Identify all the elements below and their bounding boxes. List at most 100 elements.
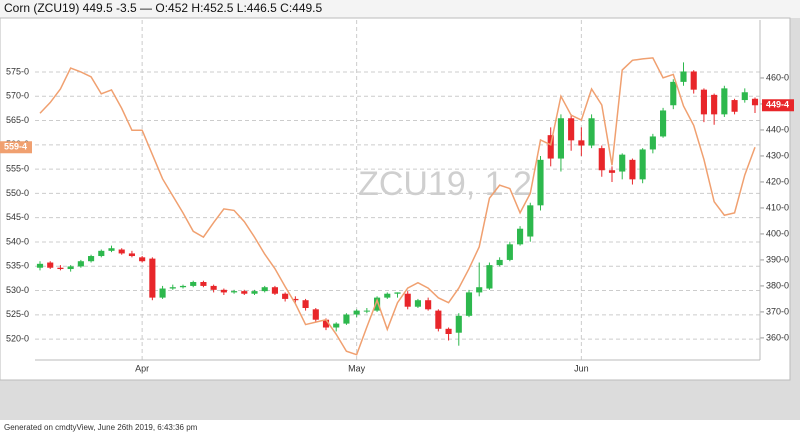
candle-body <box>629 159 636 180</box>
candle-body <box>251 291 258 294</box>
x-tick-label: May <box>348 363 366 373</box>
candle-body <box>578 140 585 146</box>
candle-body <box>322 319 330 328</box>
footer-bar <box>0 420 800 436</box>
candle-body <box>414 300 421 307</box>
y2-tick-label: 370-0 <box>766 306 789 316</box>
candle-body <box>639 149 646 180</box>
chart-panel <box>0 17 791 381</box>
candle-body <box>384 293 391 298</box>
candle-body <box>363 310 370 312</box>
candle-body <box>741 92 748 101</box>
candle-body <box>465 292 473 316</box>
candle-body <box>108 248 115 251</box>
candle-body <box>67 266 74 270</box>
candle-body <box>568 118 575 141</box>
y2-tick-label: 410-0 <box>766 202 789 212</box>
x-tick-label: Jun <box>574 363 589 373</box>
candle-body <box>425 300 432 310</box>
candle-body <box>139 257 146 262</box>
candle-body <box>271 287 278 294</box>
candle-body <box>588 118 595 146</box>
candle-body <box>394 292 401 294</box>
candle-body <box>721 88 728 115</box>
candle-body <box>537 159 544 206</box>
candle-body <box>527 205 534 237</box>
candle-body <box>353 310 360 315</box>
y2-tick-label: 430-0 <box>766 150 789 160</box>
candle-body <box>374 297 381 311</box>
candle-body <box>690 71 697 90</box>
candle-body <box>496 259 503 266</box>
chart-title: Corn (ZCU19) 449.5 -3.5 — O:452 H:452.5 … <box>4 1 323 15</box>
candle-body <box>731 100 738 112</box>
line <box>39 57 756 356</box>
candle-body <box>333 323 340 328</box>
candle-body <box>282 293 289 299</box>
candle-body <box>169 287 176 289</box>
candle-body <box>200 282 207 286</box>
candle-body <box>128 253 135 257</box>
candle-body <box>231 291 238 293</box>
candle-body <box>36 263 44 268</box>
candle-body <box>47 262 54 268</box>
candle-body <box>608 170 616 173</box>
candle-body <box>517 228 524 245</box>
candle-body <box>435 310 442 329</box>
y-tick-label: 565-0 <box>6 115 29 125</box>
candle-body <box>711 94 718 115</box>
candle-body <box>506 244 513 260</box>
candle-body <box>343 314 350 324</box>
y-tick-label: 570-0 <box>6 91 29 101</box>
y2-tick-label: 460-0 <box>766 72 789 82</box>
y-tick-label: 550-0 <box>6 188 29 198</box>
y-tick-label: 520-0 <box>6 333 29 343</box>
price-tag-label: 559-4 <box>4 142 27 152</box>
candle-body <box>680 71 687 82</box>
y-tick-label: 530-0 <box>6 285 29 295</box>
candle-body <box>179 285 187 288</box>
candle-body <box>557 118 564 159</box>
candle-body <box>312 309 319 320</box>
candle-body <box>547 135 554 159</box>
candle-body <box>660 110 667 137</box>
candle-body <box>476 287 483 293</box>
candle-body <box>302 300 309 309</box>
y-tick-label: 575-0 <box>6 66 29 76</box>
candle-body <box>649 136 656 150</box>
y2-tick-label: 360-0 <box>766 332 789 342</box>
y-tick-label: 545-0 <box>6 212 29 222</box>
candle-body <box>159 288 166 298</box>
candle-body <box>77 261 84 267</box>
price-tag-label: 449-4 <box>766 100 789 110</box>
candle-body <box>404 293 411 307</box>
candle-body <box>292 298 299 301</box>
candle-body <box>619 154 626 172</box>
candle-body <box>486 265 493 289</box>
y2-tick-label: 440-0 <box>766 124 789 134</box>
y-tick-label: 540-0 <box>6 236 29 246</box>
footer: Generated on cmdtyView, June 26th 2019, … <box>4 423 198 432</box>
candle-body <box>241 291 248 294</box>
candle-body <box>57 267 64 270</box>
candle-body <box>455 315 462 333</box>
candle-body <box>118 249 125 254</box>
y2-tick-label: 420-0 <box>766 176 789 186</box>
candle-body <box>190 282 197 286</box>
y2-tick-label: 380-0 <box>766 280 789 290</box>
candle-body <box>220 289 227 293</box>
x-tick-label: Apr <box>135 363 149 373</box>
candle-body <box>700 89 707 115</box>
candle-body <box>210 285 217 290</box>
price-tag <box>0 141 32 154</box>
candle-body <box>751 98 759 106</box>
candle-body <box>149 258 156 298</box>
candle-body <box>88 256 95 262</box>
y-tick-label: 555-0 <box>6 163 29 173</box>
watermark: ZCU19, 1 2 <box>358 165 532 203</box>
candle-body <box>670 81 677 106</box>
y-tick-label: 535-0 <box>6 261 29 271</box>
candle-body <box>598 148 605 171</box>
